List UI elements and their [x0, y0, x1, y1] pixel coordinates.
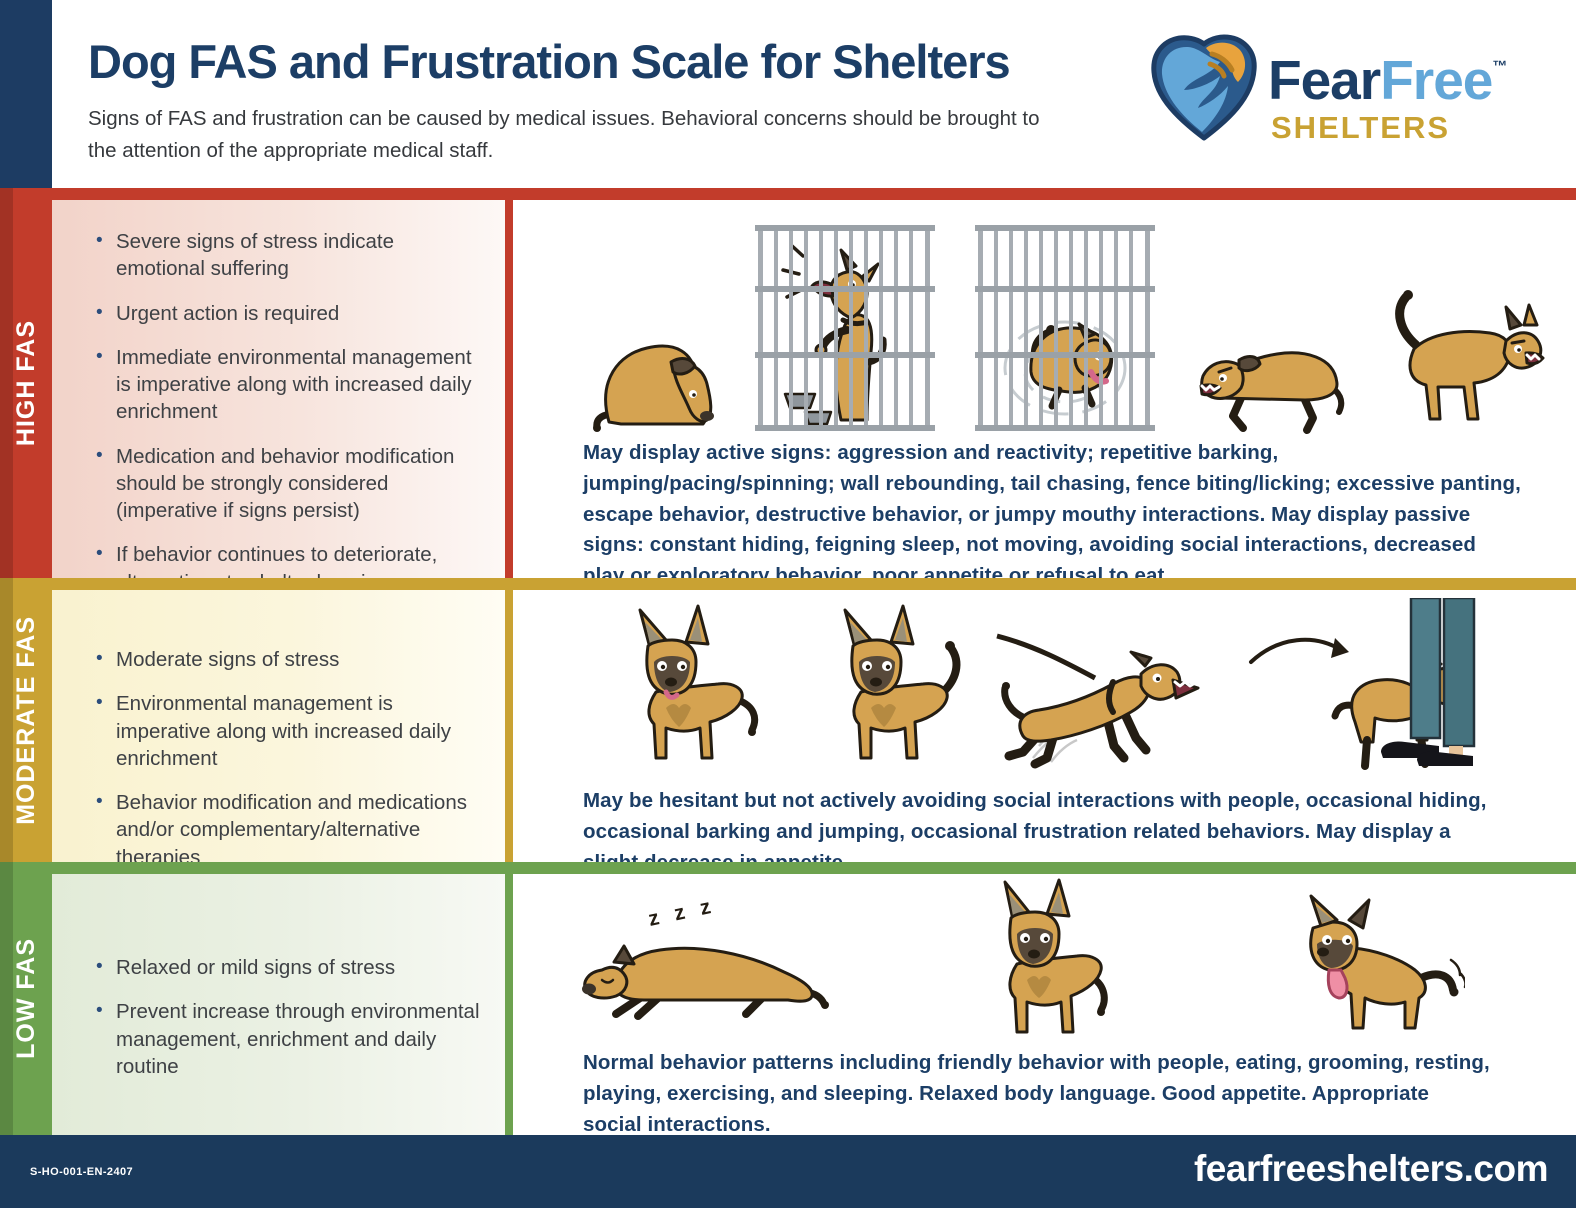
bullet-item: Prevent increase through environmental m… — [92, 998, 487, 1080]
dog-happy-wagging-icon — [1309, 894, 1465, 1030]
sleep-sound-text: z z z — [646, 894, 717, 931]
moderate-fas-bullets-panel: Moderate signs of stress Environmental m… — [52, 590, 505, 869]
dog-alert-tail-up-icon — [843, 604, 961, 760]
bullet-item: Relaxed or mild signs of stress — [92, 954, 487, 981]
bullet-item: Severe signs of stress indicate emotiona… — [92, 228, 487, 283]
moderate-fas-top-border — [0, 578, 1576, 590]
low-fas-illustrations: z z z — [513, 874, 1576, 1136]
bullet-item: Behavior modification and medications an… — [92, 789, 487, 871]
dog-spinning-in-kennel-icon — [975, 225, 1155, 431]
fear-free-heart-logo-icon — [1151, 34, 1257, 141]
dog-relaxed-standing-icon — [1003, 878, 1108, 1034]
corner-accent-block — [0, 0, 52, 188]
high-fas-divider — [505, 188, 513, 578]
logo-trademark: ™ — [1492, 58, 1508, 75]
moderate-fas-illustrations: May be hesitant but not actively avoidin… — [513, 590, 1576, 874]
website-url: fearfreeshelters.com — [1193, 1148, 1549, 1189]
moderate-fas-label: MODERATE FAS — [11, 615, 40, 825]
high-fas-label: HIGH FAS — [11, 319, 40, 447]
logo-wordmark: FearFree™ — [1268, 48, 1507, 112]
page-title: Dog FAS and Frustration Scale for Shelte… — [88, 35, 1011, 88]
logo-tagline: SHELTERS — [1271, 110, 1451, 145]
bullet-item: Medication and behavior modification sho… — [92, 443, 487, 525]
page-subtitle: Signs of FAS and frustration can be caus… — [88, 107, 1040, 163]
low-fas-bullet-list: Relaxed or mild signs of stress Prevent … — [52, 874, 505, 1080]
document-code: S-HO-001-EN-2407 — [30, 1166, 133, 1178]
dog-alert-standing-icon — [638, 604, 759, 760]
dog-barking-in-kennel-icon — [755, 225, 935, 431]
dog-sleeping-icon: z z z — [582, 894, 829, 1020]
moderate-fas-label-strip: MODERATE FAS — [0, 578, 52, 862]
logo-word-fear: Fear — [1268, 49, 1381, 111]
low-fas-label-strip: LOW FAS — [0, 862, 52, 1135]
low-fas-divider — [505, 862, 513, 1135]
row-low-fas: LOW FAS Relaxed or mild signs of stress … — [0, 862, 1576, 1136]
high-fas-top-border — [0, 188, 1576, 200]
bullet-item: Immediate environmental management is im… — [92, 344, 487, 426]
bullet-item: Environmental management is imperative a… — [92, 690, 487, 772]
dog-hiding-behind-legs-icon — [1249, 598, 1476, 770]
dog-snarling-stiff-icon — [1395, 290, 1545, 421]
high-fas-description: May display active signs: aggression and… — [583, 441, 1521, 587]
moderate-fas-bullet-list: Moderate signs of stress Environmental m… — [52, 590, 505, 871]
high-fas-bullets-panel: Severe signs of stress indicate emotiona… — [52, 200, 505, 621]
high-fas-bullet-list: Severe signs of stress indicate emotiona… — [52, 200, 505, 623]
footer-bar: S-HO-001-EN-2407 fearfreeshelters.com — [0, 1135, 1576, 1208]
fear-free-shelters-logo: FearFree™ SHELTERS — [1150, 26, 1550, 176]
low-fas-top-border — [0, 862, 1576, 874]
high-fas-illustrations: May display active signs: aggression and… — [513, 200, 1576, 587]
logo-word-free: Free — [1380, 49, 1493, 111]
dog-growling-crouched-icon — [1199, 351, 1345, 434]
row-high-fas: HIGH FAS Severe signs of stress indicate… — [0, 188, 1576, 621]
low-fas-bullets-panel: Relaxed or mild signs of stress Prevent … — [52, 874, 505, 1135]
bullet-item: Moderate signs of stress — [92, 646, 487, 673]
dog-cowering-icon — [593, 344, 714, 432]
low-fas-label: LOW FAS — [11, 938, 40, 1059]
bullet-item: Urgent action is required — [92, 300, 487, 327]
moderate-fas-divider — [505, 578, 513, 862]
row-moderate-fas: MODERATE FAS Moderate signs of stress En… — [0, 578, 1576, 874]
high-fas-label-strip: HIGH FAS — [0, 188, 52, 578]
dog-pulling-leash-icon — [996, 633, 1200, 769]
low-fas-description: Normal behavior patterns including frien… — [583, 1051, 1490, 1136]
